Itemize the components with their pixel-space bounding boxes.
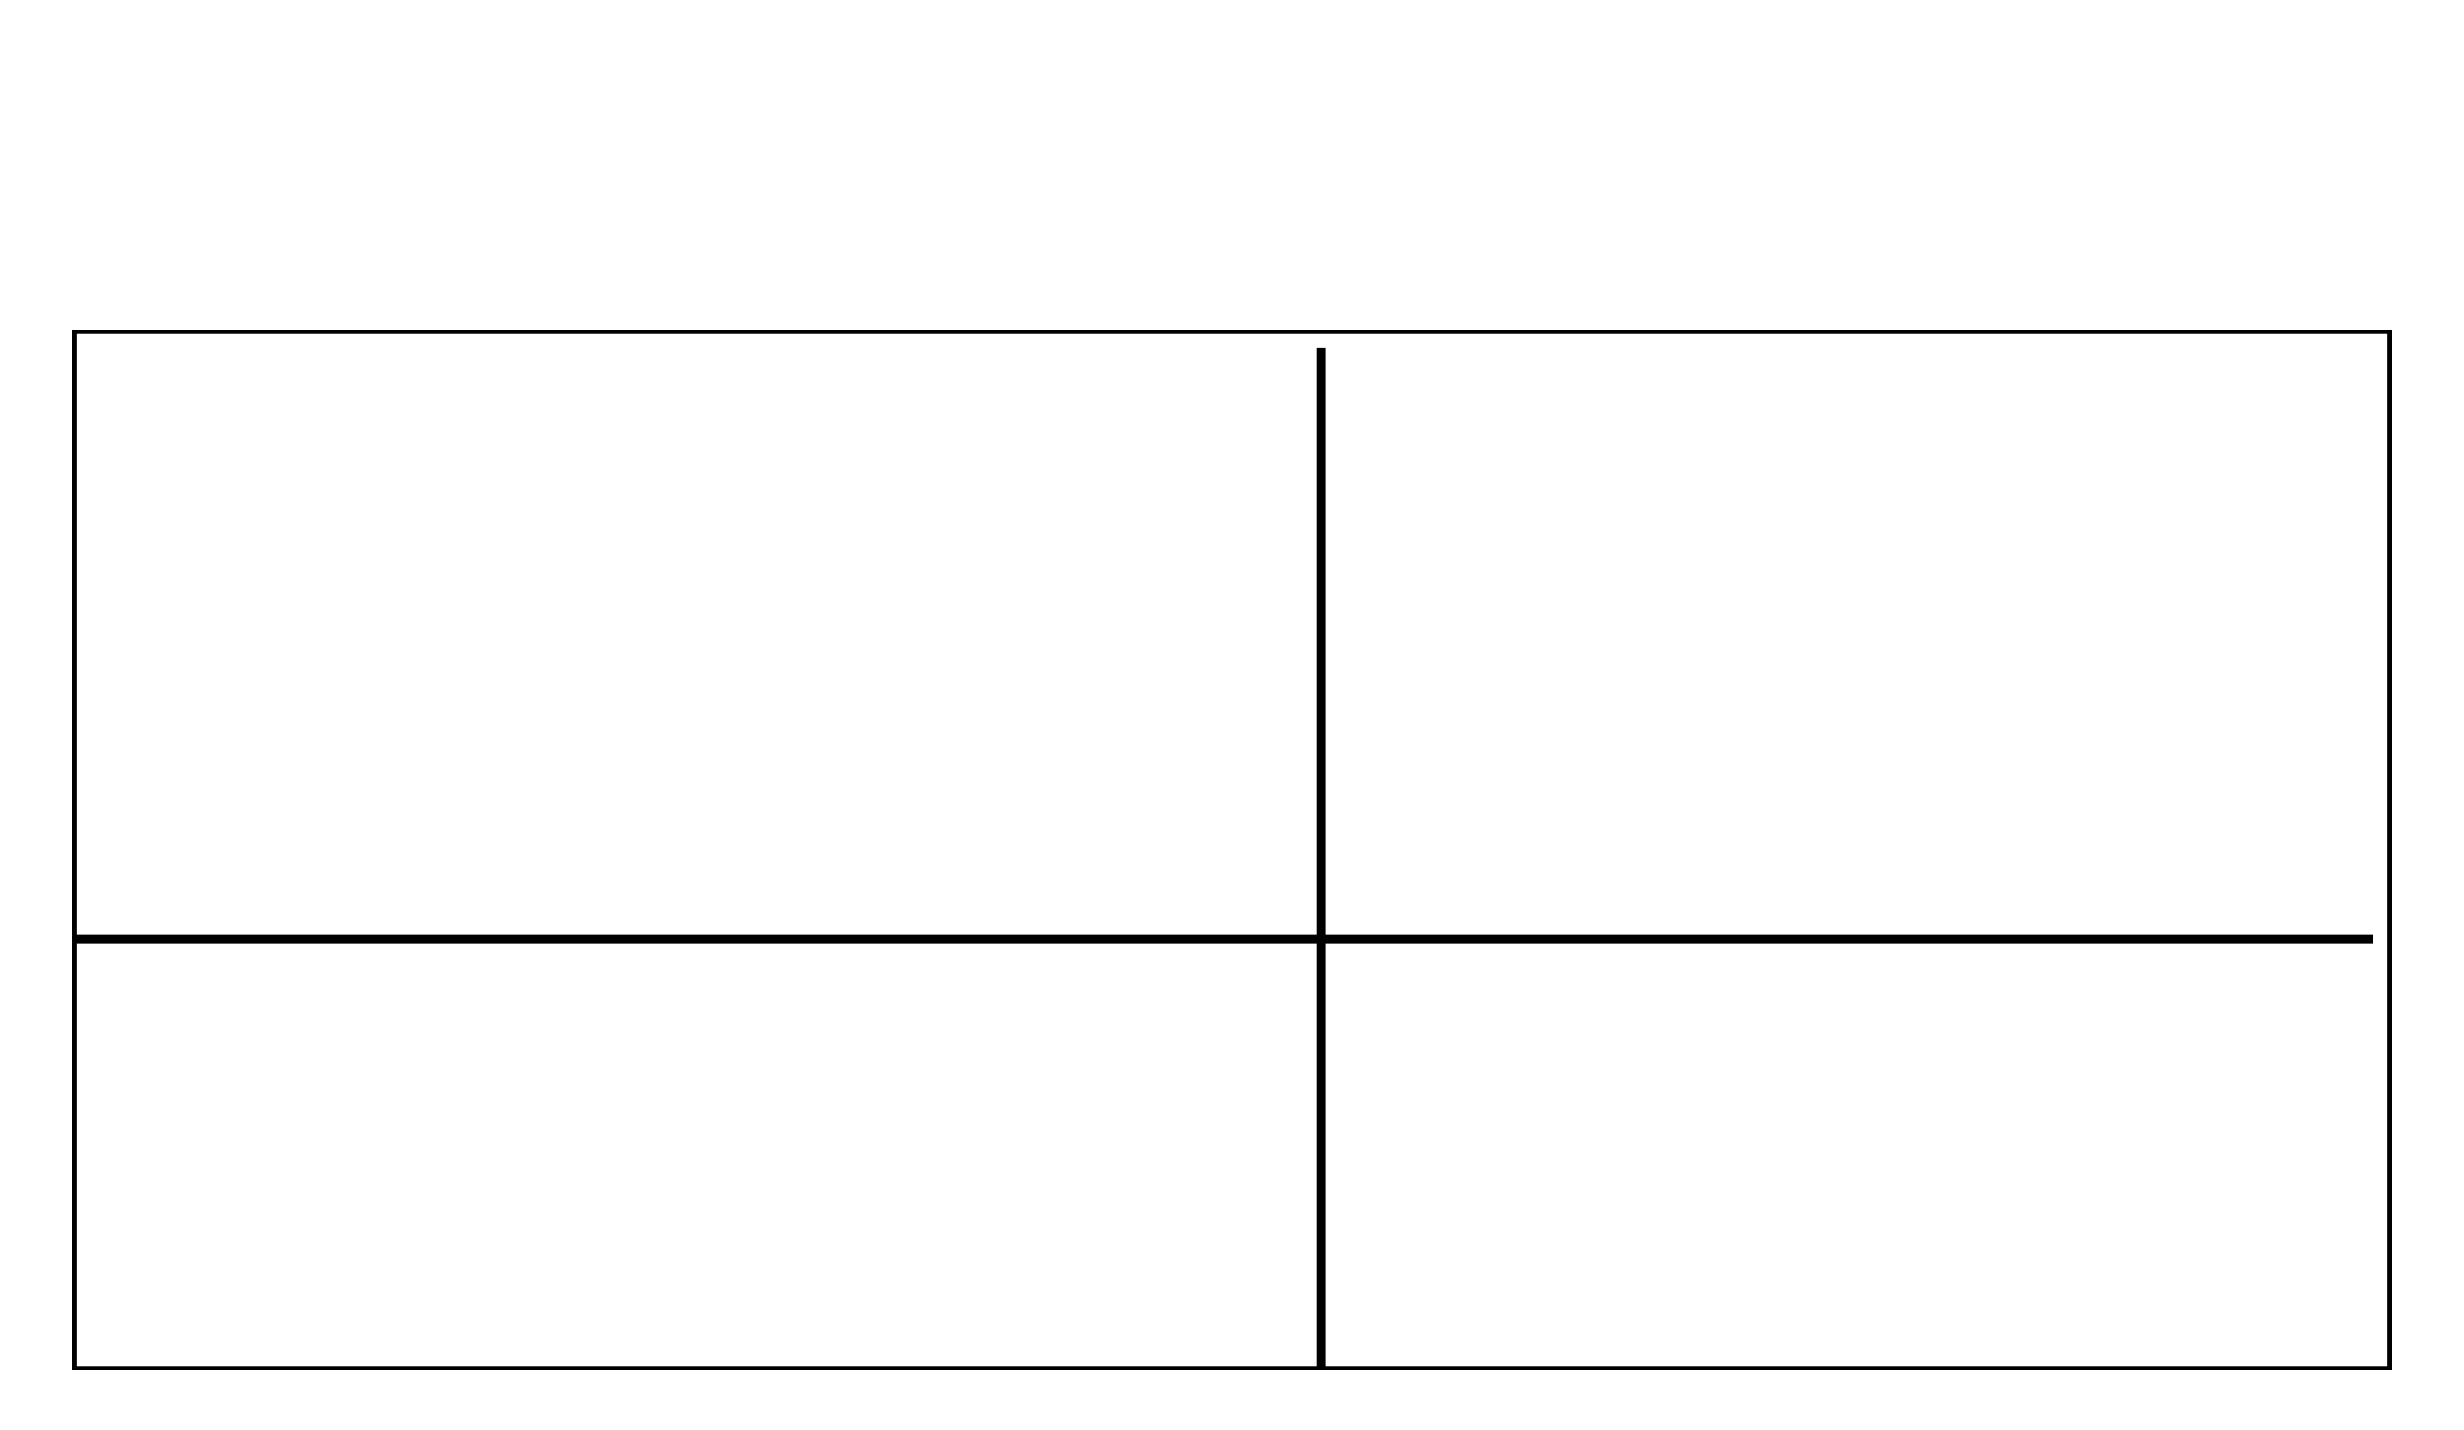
chart-frame [73, 330, 2391, 1370]
axes [73, 330, 2373, 1370]
derivative-chart [72, 330, 2392, 1370]
chart-container [60, 330, 2404, 1370]
problem-statement [60, 40, 2404, 310]
